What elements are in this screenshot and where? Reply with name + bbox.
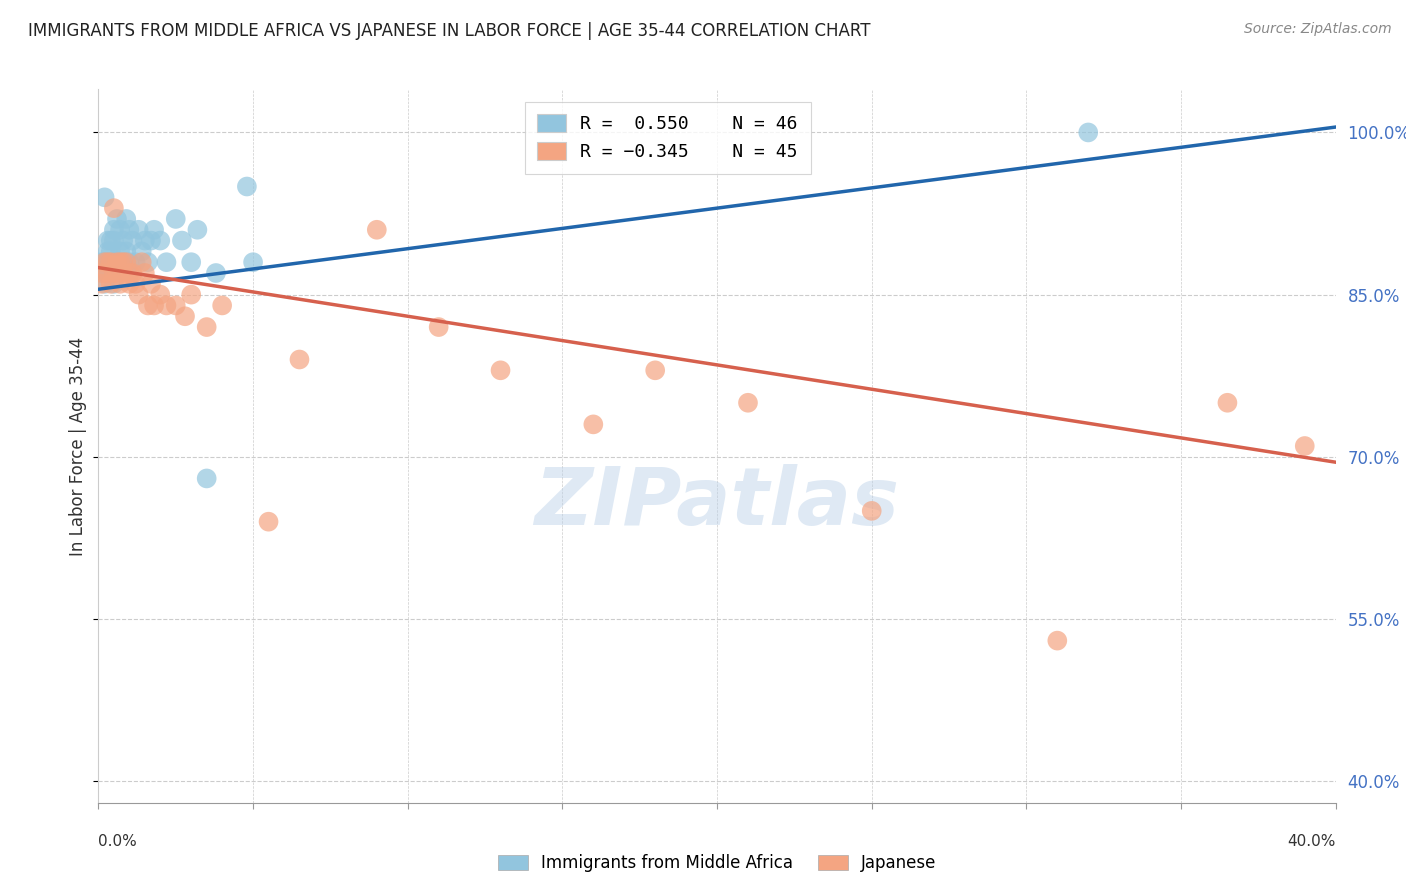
Point (121, 266, 143, 280)
Point (100, 234, 122, 248)
Point (149, 234, 172, 248)
Point (115, 211, 138, 226)
Point (118, 266, 141, 280)
Point (108, 244, 131, 259)
Point (139, 277, 162, 291)
Point (105, 255, 128, 269)
Point (242, 255, 264, 269)
Point (155, 298, 177, 312)
Point (108, 255, 131, 269)
Point (100, 277, 122, 291)
Point (97, 266, 120, 280)
Point (100, 244, 122, 259)
Point (97, 244, 120, 259)
Point (737, 396, 759, 410)
Point (103, 277, 125, 291)
Point (124, 255, 146, 269)
Point (180, 255, 202, 269)
Point (139, 234, 162, 248)
Point (112, 255, 135, 269)
Point (1216, 396, 1239, 410)
Point (128, 287, 150, 301)
Point (489, 363, 512, 377)
Point (170, 234, 193, 248)
Point (644, 363, 666, 377)
Point (105, 211, 128, 226)
Text: IMMIGRANTS FROM MIDDLE AFRICA VS JAPANESE IN LABOR FORCE | AGE 35-44 CORRELATION: IMMIGRANTS FROM MIDDLE AFRICA VS JAPANES… (28, 22, 870, 40)
Point (180, 287, 202, 301)
Point (103, 266, 125, 280)
Point (112, 234, 135, 248)
Point (124, 277, 146, 291)
Point (97, 255, 120, 269)
Point (103, 223, 125, 237)
Text: 40.0%: 40.0% (1288, 834, 1336, 849)
Point (115, 244, 138, 259)
Point (108, 277, 131, 291)
Point (115, 255, 138, 269)
Point (90, 255, 112, 269)
Point (90, 277, 112, 291)
Point (860, 504, 883, 518)
Point (90, 266, 112, 280)
Point (134, 234, 156, 248)
Point (143, 223, 166, 237)
Point (165, 298, 187, 312)
Point (118, 223, 141, 237)
Point (1046, 633, 1069, 648)
Point (93, 255, 115, 269)
Point (128, 223, 150, 237)
Point (134, 266, 156, 280)
Point (112, 255, 135, 269)
Point (100, 266, 122, 280)
Point (211, 298, 233, 312)
Point (136, 255, 159, 269)
Point (93, 255, 115, 269)
Point (1077, 125, 1099, 139)
Point (103, 234, 125, 248)
Point (112, 266, 135, 280)
Point (93, 190, 115, 204)
Point (195, 320, 218, 334)
Point (97, 255, 120, 269)
Point (174, 310, 197, 324)
Point (103, 201, 125, 215)
Point (97, 266, 120, 280)
Point (155, 255, 177, 269)
Point (118, 277, 141, 291)
Point (366, 223, 388, 237)
Point (121, 234, 143, 248)
Point (105, 255, 128, 269)
Point (97, 234, 120, 248)
Point (136, 298, 159, 312)
Text: 0.0%: 0.0% (98, 834, 138, 849)
Point (108, 223, 131, 237)
Text: ZIPatlas: ZIPatlas (534, 464, 900, 542)
Point (205, 266, 228, 280)
Point (427, 320, 450, 334)
Point (257, 515, 280, 529)
Point (103, 255, 125, 269)
Point (1294, 439, 1316, 453)
Point (118, 255, 141, 269)
Point (131, 244, 153, 259)
Point (143, 298, 166, 312)
Point (195, 471, 218, 485)
Text: Source: ZipAtlas.com: Source: ZipAtlas.com (1244, 22, 1392, 37)
Point (90, 266, 112, 280)
Point (149, 287, 172, 301)
Point (93, 277, 115, 291)
Point (131, 255, 153, 269)
Point (105, 266, 128, 280)
Point (236, 179, 259, 194)
Point (100, 255, 122, 269)
Point (165, 211, 187, 226)
Legend: Immigrants from Middle Africa, Japanese: Immigrants from Middle Africa, Japanese (489, 846, 945, 880)
Point (288, 352, 311, 367)
Y-axis label: In Labor Force | Age 35-44: In Labor Force | Age 35-44 (69, 336, 87, 556)
Point (100, 255, 122, 269)
Point (582, 417, 605, 432)
Point (186, 223, 208, 237)
